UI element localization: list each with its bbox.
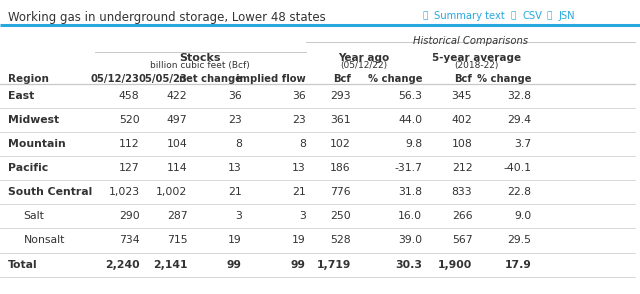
Text: 287: 287 xyxy=(167,211,188,221)
Text: 05/12/23: 05/12/23 xyxy=(91,74,140,84)
Text: Pacific: Pacific xyxy=(8,163,48,173)
Text: Bcf: Bcf xyxy=(454,74,472,84)
Text: 5-year average: 5-year average xyxy=(432,53,522,63)
Text: 402: 402 xyxy=(452,115,472,125)
Text: 13: 13 xyxy=(292,163,306,173)
Text: 112: 112 xyxy=(119,139,140,149)
Text: (2018-22): (2018-22) xyxy=(454,61,499,70)
Text: % change: % change xyxy=(477,74,531,84)
Text: Nonsalt: Nonsalt xyxy=(24,235,65,245)
Text: 9.8: 9.8 xyxy=(405,139,422,149)
Text: 2,240: 2,240 xyxy=(105,260,140,270)
Text: 29.5: 29.5 xyxy=(507,235,531,245)
Text: 114: 114 xyxy=(167,163,188,173)
Text: 1,719: 1,719 xyxy=(316,260,351,270)
Text: implied flow: implied flow xyxy=(236,74,306,84)
Text: 13: 13 xyxy=(228,163,242,173)
Text: 833: 833 xyxy=(452,187,472,197)
Text: % change: % change xyxy=(368,74,422,84)
Text: Stocks: Stocks xyxy=(180,53,221,63)
Text: 497: 497 xyxy=(167,115,188,125)
Text: 32.8: 32.8 xyxy=(507,91,531,101)
Text: ⎙: ⎙ xyxy=(547,11,552,20)
Text: 31.8: 31.8 xyxy=(398,187,422,197)
Text: 104: 104 xyxy=(167,139,188,149)
Text: 36: 36 xyxy=(228,91,242,101)
Text: 290: 290 xyxy=(119,211,140,221)
Text: 23: 23 xyxy=(228,115,242,125)
Text: JSN: JSN xyxy=(558,11,575,21)
Text: 422: 422 xyxy=(167,91,188,101)
Text: billion cubic feet (Bcf): billion cubic feet (Bcf) xyxy=(150,61,250,70)
Text: 19: 19 xyxy=(292,235,306,245)
Text: 1,900: 1,900 xyxy=(438,260,472,270)
Text: 567: 567 xyxy=(452,235,472,245)
Text: 528: 528 xyxy=(330,235,351,245)
Text: Midwest: Midwest xyxy=(8,115,59,125)
Text: -31.7: -31.7 xyxy=(394,163,422,173)
Text: 21: 21 xyxy=(228,187,242,197)
Text: 1,002: 1,002 xyxy=(156,187,188,197)
Text: 8: 8 xyxy=(299,139,306,149)
Text: 3: 3 xyxy=(235,211,242,221)
Text: 250: 250 xyxy=(330,211,351,221)
Text: 361: 361 xyxy=(330,115,351,125)
Text: 186: 186 xyxy=(330,163,351,173)
Text: CSV: CSV xyxy=(522,11,542,21)
Text: 36: 36 xyxy=(292,91,306,101)
Text: ⎙: ⎙ xyxy=(422,11,428,20)
Text: Working gas in underground storage, Lower 48 states: Working gas in underground storage, Lowe… xyxy=(8,11,325,24)
Text: Mountain: Mountain xyxy=(8,139,65,149)
Text: 293: 293 xyxy=(330,91,351,101)
Text: 734: 734 xyxy=(119,235,140,245)
Text: 3.7: 3.7 xyxy=(514,139,531,149)
Text: 21: 21 xyxy=(292,187,306,197)
Text: 715: 715 xyxy=(167,235,188,245)
Text: 16.0: 16.0 xyxy=(398,211,422,221)
Text: Year ago: Year ago xyxy=(339,53,390,63)
Text: 212: 212 xyxy=(452,163,472,173)
Text: South Central: South Central xyxy=(8,187,92,197)
Text: Historical Comparisons: Historical Comparisons xyxy=(413,36,528,46)
Text: 1,023: 1,023 xyxy=(108,187,140,197)
Text: 776: 776 xyxy=(330,187,351,197)
Text: 3: 3 xyxy=(299,211,306,221)
Text: net change: net change xyxy=(179,74,242,84)
Text: 345: 345 xyxy=(452,91,472,101)
Text: 102: 102 xyxy=(330,139,351,149)
Text: Salt: Salt xyxy=(24,211,45,221)
Text: 9.0: 9.0 xyxy=(514,211,531,221)
Text: 39.0: 39.0 xyxy=(398,235,422,245)
Text: 520: 520 xyxy=(119,115,140,125)
Text: 108: 108 xyxy=(452,139,472,149)
Text: Total: Total xyxy=(8,260,37,270)
Text: 19: 19 xyxy=(228,235,242,245)
Text: Region: Region xyxy=(8,74,49,84)
Text: Summary text: Summary text xyxy=(434,11,505,21)
Text: 44.0: 44.0 xyxy=(398,115,422,125)
Text: 29.4: 29.4 xyxy=(507,115,531,125)
Text: 266: 266 xyxy=(452,211,472,221)
Text: 99: 99 xyxy=(227,260,242,270)
Text: 17.9: 17.9 xyxy=(504,260,531,270)
Text: ⎙: ⎙ xyxy=(511,11,516,20)
Text: 23: 23 xyxy=(292,115,306,125)
Text: 2,141: 2,141 xyxy=(153,260,188,270)
Text: 22.8: 22.8 xyxy=(507,187,531,197)
Text: East: East xyxy=(8,91,34,101)
Text: 30.3: 30.3 xyxy=(396,260,422,270)
Text: (05/12/22): (05/12/22) xyxy=(340,61,388,70)
Text: Bcf: Bcf xyxy=(333,74,351,84)
Text: 127: 127 xyxy=(119,163,140,173)
Text: 05/05/23: 05/05/23 xyxy=(139,74,188,84)
Text: 56.3: 56.3 xyxy=(398,91,422,101)
Text: -40.1: -40.1 xyxy=(503,163,531,173)
Text: 99: 99 xyxy=(291,260,306,270)
Text: 8: 8 xyxy=(235,139,242,149)
Text: 458: 458 xyxy=(119,91,140,101)
